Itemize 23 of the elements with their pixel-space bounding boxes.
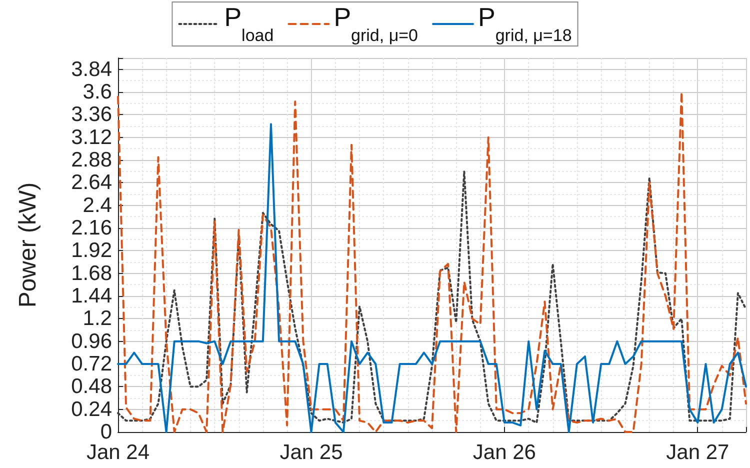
x-tick-label: Jan 25	[280, 441, 343, 464]
y-tick-label: 0.96	[71, 330, 112, 353]
y-tick-label: 0	[100, 420, 112, 444]
x-tick-label: Jan 26	[472, 441, 536, 464]
y-tick-label: 3.6	[82, 80, 112, 104]
y-tick-label: 3.84	[71, 58, 112, 81]
y-tick-label: 1.44	[71, 284, 112, 308]
y-tick-label: 3.36	[71, 103, 112, 126]
y-tick-label: 3.12	[71, 126, 112, 149]
x-tick-label: Jan 24	[86, 441, 150, 464]
y-tick-label: 2.16	[71, 216, 112, 240]
x-tick-label: Jan 27	[666, 441, 730, 464]
y-axis-title: Power (kW)	[14, 182, 42, 308]
y-tick-label: 0.48	[71, 375, 112, 398]
y-tick-label: 1.2	[82, 307, 112, 330]
y-tick-label: 0.24	[71, 398, 112, 421]
y-tick-label: 0.72	[71, 352, 112, 376]
y-tick-label: 1.92	[71, 239, 112, 262]
line-series	[117, 170, 747, 424]
y-tick-label: 1.68	[71, 262, 112, 285]
y-tick-label: 2.88	[71, 148, 112, 172]
y-tick-label: 2.4	[82, 194, 112, 217]
y-tick-label: 2.64	[71, 171, 112, 194]
